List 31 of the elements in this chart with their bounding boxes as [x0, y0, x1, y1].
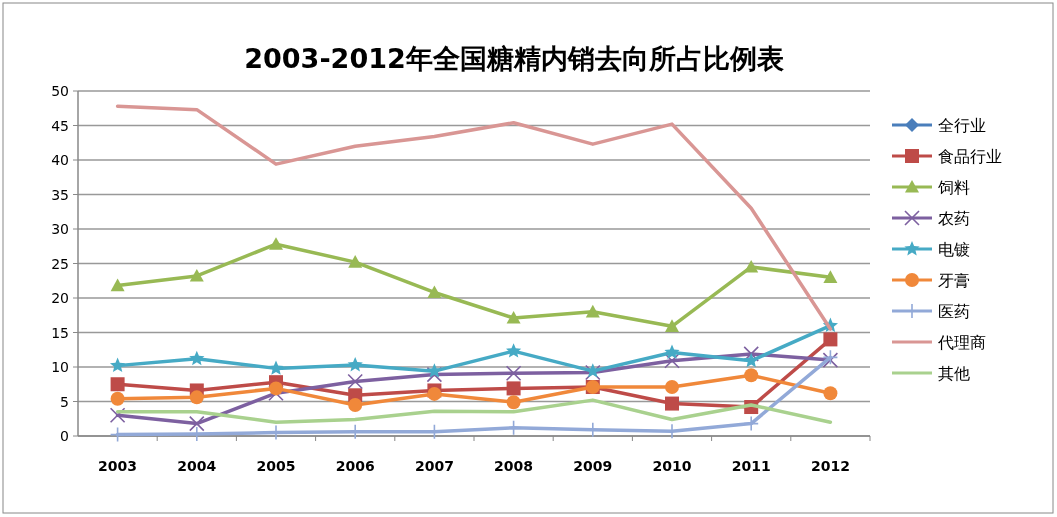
x-tick-label: 2010: [652, 458, 692, 474]
x-tick-label: 2012: [810, 458, 850, 474]
y-tick-label: 45: [51, 117, 69, 134]
x-tick-label: 2004: [177, 458, 217, 474]
y-tick-label: 30: [51, 221, 69, 237]
x-tick-label: 2009: [573, 458, 613, 474]
y-tick-label: 50: [51, 83, 69, 99]
y-tick-label: 10: [51, 359, 69, 375]
chart-title: 2003-2012年全国糖精内销去向所占比例表: [244, 43, 784, 74]
y-tick-label: 20: [51, 290, 69, 306]
y-tick-label: 0: [60, 428, 69, 444]
y-tick-label: 5: [60, 393, 69, 410]
legend-label: 牙膏: [938, 271, 970, 290]
x-tick-label: 2003: [98, 458, 138, 474]
y-tick-label: 40: [51, 152, 69, 168]
x-tick-label: 2011: [731, 458, 771, 474]
legend-label: 代理商: [937, 333, 986, 352]
x-tick-label: 2008: [494, 458, 534, 474]
y-tick-label: 25: [51, 255, 69, 272]
legend-label: 其他: [938, 364, 970, 383]
x-tick-label: 2007: [414, 458, 454, 474]
x-tick-label: 2005: [256, 458, 296, 474]
legend-label: 农药: [938, 209, 970, 228]
legend-label: 饲料: [937, 178, 970, 197]
legend-label: 全行业: [938, 116, 986, 135]
legend-label: 食品行业: [938, 147, 1002, 166]
y-tick-label: 35: [51, 186, 69, 203]
x-tick-label: 2006: [335, 458, 375, 474]
legend-label: 电镀: [938, 240, 970, 259]
y-tick-label: 15: [51, 324, 69, 341]
legend-label: 医药: [938, 302, 970, 321]
